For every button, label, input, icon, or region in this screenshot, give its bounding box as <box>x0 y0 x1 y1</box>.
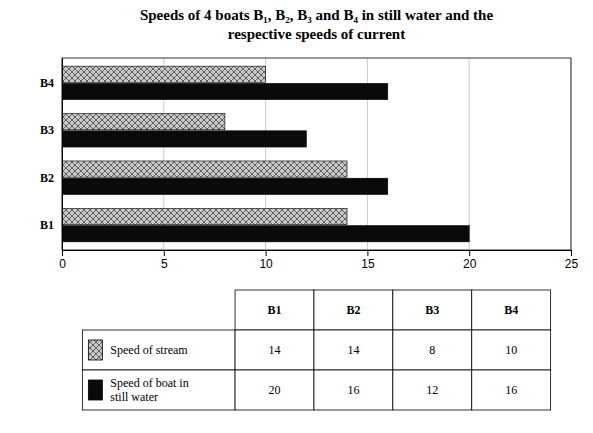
table-value: 16 <box>505 383 517 397</box>
table-cell <box>314 370 393 410</box>
tick: 15 <box>361 250 375 271</box>
bar <box>62 66 266 82</box>
table-header: B4 <box>504 303 518 317</box>
bars <box>62 66 469 242</box>
tick-mark <box>164 250 165 256</box>
tick-mark <box>469 250 470 256</box>
chart: Speeds of 4 boats B₁, B₂, B₃ and B₄ in s… <box>0 0 593 433</box>
tick-label: 25 <box>565 257 579 271</box>
legend-swatch <box>88 340 102 360</box>
table-value: 16 <box>347 383 359 397</box>
bar <box>62 114 225 130</box>
table-cell <box>314 330 393 370</box>
tick: B2 <box>40 171 62 185</box>
tick-mark <box>571 250 572 256</box>
table-cell <box>82 330 235 370</box>
table-cell <box>393 370 472 410</box>
table-cell <box>393 290 472 330</box>
table-header: B1 <box>267 303 281 317</box>
bar <box>62 208 347 224</box>
tick-label: 5 <box>161 257 168 271</box>
table-cell <box>82 370 235 410</box>
table-value: 12 <box>426 383 438 397</box>
grid-line <box>469 58 470 250</box>
tick-mark <box>266 250 267 256</box>
tick-mark <box>62 250 63 256</box>
tick-label: 10 <box>259 257 273 271</box>
tick-label: 20 <box>463 257 477 271</box>
tick-label: B1 <box>40 218 54 232</box>
legend-label: Speed of stream <box>110 343 188 357</box>
bar <box>62 161 347 177</box>
table-cell <box>393 330 472 370</box>
tick: B1 <box>40 218 62 232</box>
tick: 5 <box>161 250 168 271</box>
tick-label: 15 <box>361 257 375 271</box>
x-axis: 0 5 10 15 20 25 <box>59 250 578 271</box>
axis-line <box>62 59 63 251</box>
bar <box>62 178 388 194</box>
table-cell <box>472 330 551 370</box>
tick-label: B3 <box>40 123 54 137</box>
table-cell <box>235 330 314 370</box>
tick: 0 <box>59 250 66 271</box>
legend-label-line: still water <box>110 390 158 404</box>
table-value: 8 <box>429 343 435 357</box>
bar <box>62 83 388 99</box>
tick-label: B2 <box>40 171 54 185</box>
axis-line <box>63 251 572 257</box>
legend-label-line: Speed of boat in <box>110 376 188 390</box>
tick: 25 <box>565 250 579 271</box>
bar <box>62 131 306 147</box>
tick-label: 0 <box>59 257 66 271</box>
title-line: respective speeds of current <box>228 26 405 42</box>
table-value: 14 <box>347 343 359 357</box>
table-header: B3 <box>425 303 439 317</box>
tick: 20 <box>463 250 477 271</box>
table-cell <box>235 290 314 330</box>
plot-frame <box>62 58 571 250</box>
legend-swatch <box>88 380 102 400</box>
table-value: 20 <box>269 383 281 397</box>
legend-label: Speed of boat instill water <box>110 376 188 404</box>
tick: B3 <box>40 123 62 137</box>
tick-mark <box>367 250 368 256</box>
table-value: 10 <box>505 343 517 357</box>
grid <box>62 58 571 250</box>
table-cell <box>235 370 314 410</box>
table-cell <box>314 290 393 330</box>
tick: B4 <box>40 76 62 90</box>
title-line: Speeds of 4 boats B₁, B₂, B₃ and B₄ in s… <box>140 7 494 23</box>
table-cell <box>472 290 551 330</box>
table: B1 B2 B3 B4 Speed of stream 14 14 8 10 Speed of b… <box>82 290 550 410</box>
tick: 10 <box>259 250 273 271</box>
table-cell <box>472 370 551 410</box>
bar <box>62 226 469 242</box>
table-value: 14 <box>269 343 281 357</box>
legend-label-line: Speed of stream <box>110 343 188 357</box>
tick-label: B4 <box>40 76 54 90</box>
y-axis: B4 B3 B2 B1 <box>40 59 63 251</box>
title: Speeds of 4 boats B₁, B₂, B₃ and B₄ in s… <box>140 7 494 42</box>
table-header: B2 <box>346 303 360 317</box>
